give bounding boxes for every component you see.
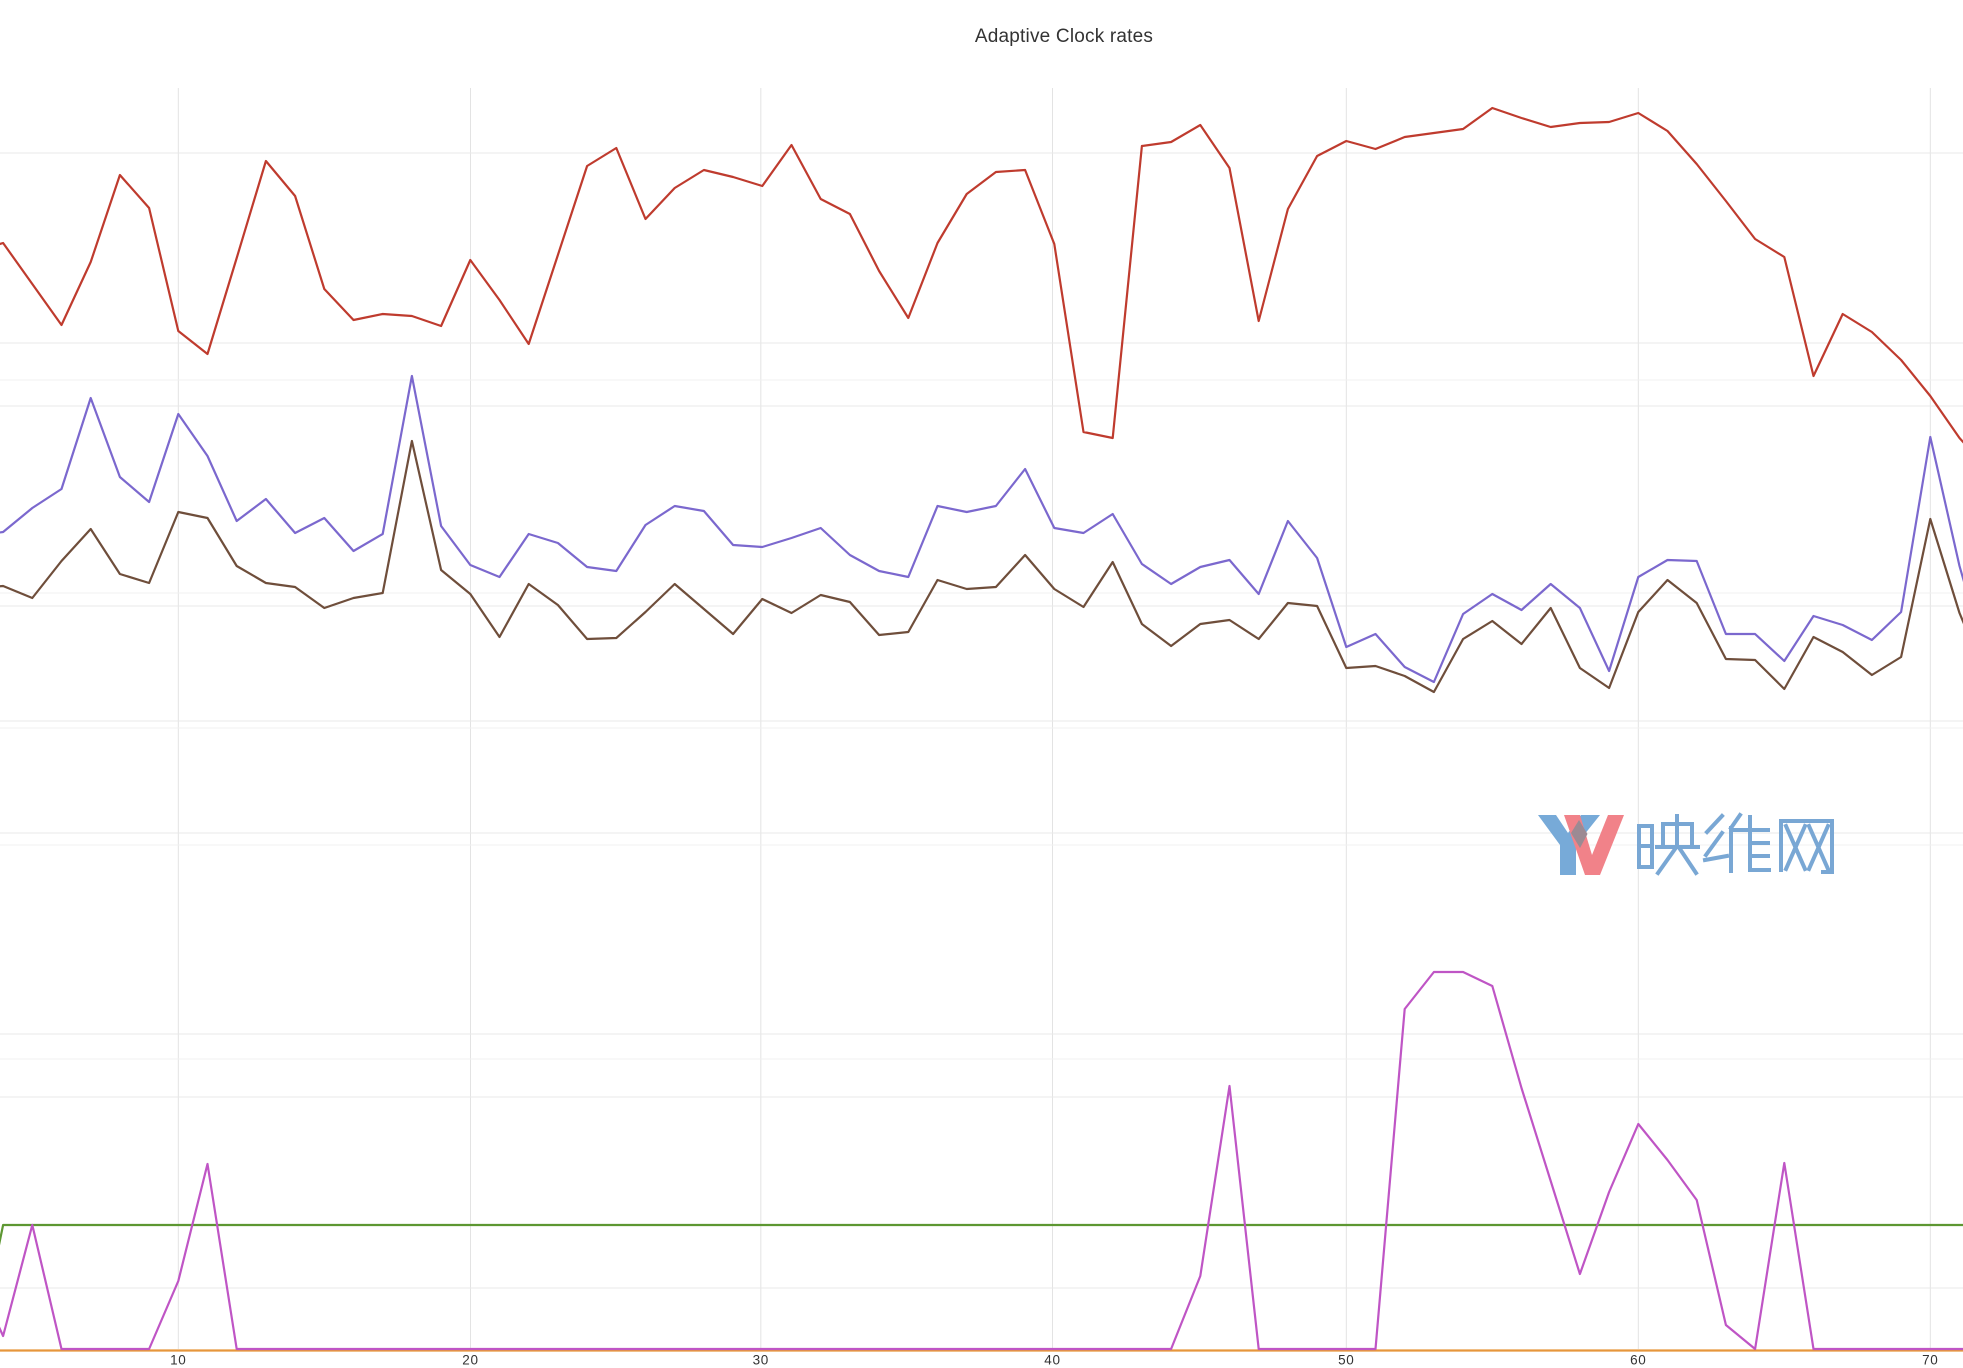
svg-text:60: 60	[1630, 1353, 1646, 1368]
svg-text:70: 70	[1922, 1353, 1938, 1368]
svg-text:50: 50	[1338, 1353, 1354, 1368]
svg-text:10: 10	[170, 1353, 186, 1368]
svg-text:Adaptive Clock rates: Adaptive Clock rates	[975, 26, 1153, 47]
svg-text:30: 30	[753, 1353, 769, 1368]
svg-text:20: 20	[462, 1353, 478, 1368]
svg-text:40: 40	[1044, 1353, 1060, 1368]
